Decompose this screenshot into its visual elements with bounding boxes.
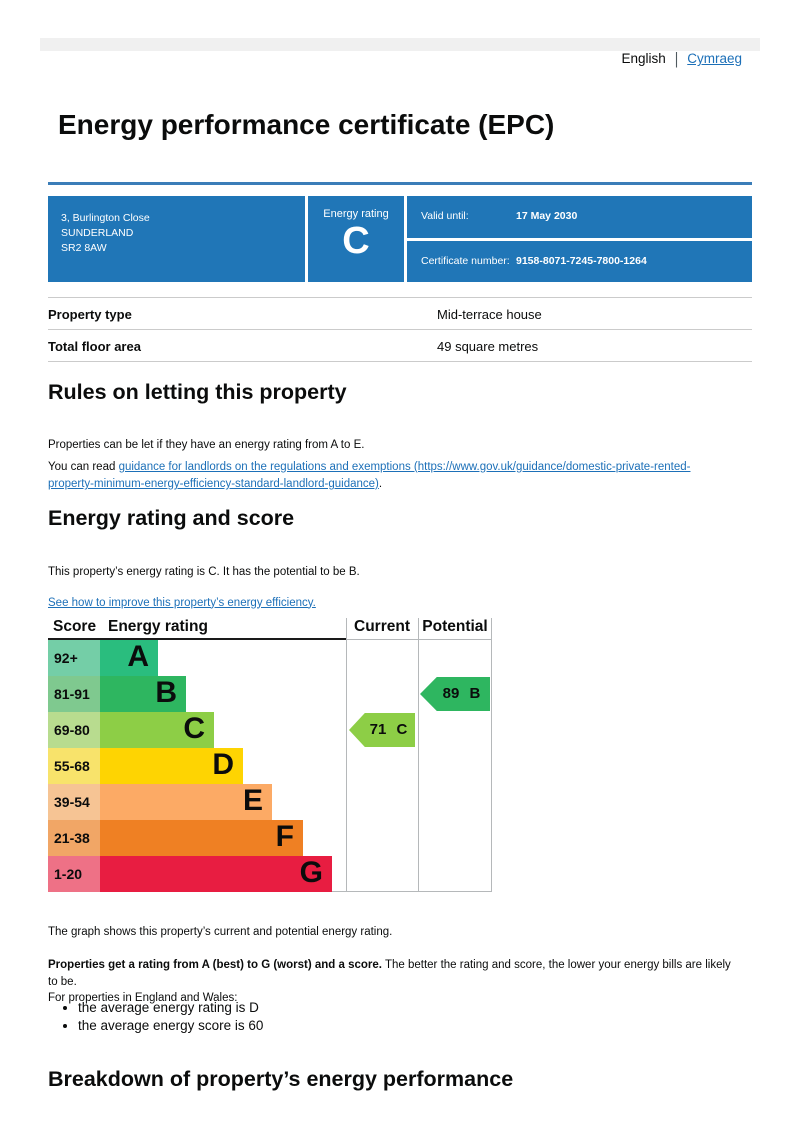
averages-list: the average energy rating is D the avera… — [48, 1000, 758, 1035]
language-current: English — [621, 51, 666, 66]
improve-paragraph: See how to improve this property’s energ… — [48, 595, 736, 613]
top-gray-bar — [40, 38, 760, 51]
epc-score-range: 55-68 — [48, 748, 100, 784]
valid-until-row: Valid until: 17 May 2030 — [407, 196, 752, 238]
epc-band-bar-D: D — [100, 748, 243, 784]
address-line-3: SR2 8AW — [61, 242, 107, 255]
header-underline-right — [346, 639, 492, 640]
floor-area-value: 49 square metres — [437, 339, 539, 354]
page-title: Energy performance certificate (EPC) — [58, 109, 555, 140]
language-link-cymraeg[interactable]: Cymraeg — [687, 51, 742, 66]
chart-caption: The graph shows this property’s current … — [48, 925, 393, 938]
list-item: the average energy score is 60 — [78, 1018, 758, 1035]
rating-heading: Energy rating and score — [48, 506, 295, 530]
epc-band-row-E: 39-54 E — [48, 784, 346, 820]
improve-efficiency-link[interactable]: See how to improve this property’s energ… — [48, 596, 316, 609]
floor-area-label: Total floor area — [48, 339, 141, 354]
property-facts-table: Property type Mid-terrace house Total fl… — [48, 297, 752, 362]
rating-explainer-rest: The better the rating and score, the low… — [48, 958, 731, 989]
property-address: 3, Burlington Close SUNDERLAND SR2 8AW — [48, 196, 305, 282]
current-rating-arrow: 71 C — [349, 713, 415, 747]
landlord-guidance-link[interactable]: guidance for landlords on the regulation… — [48, 460, 691, 491]
title-divider-rule — [48, 182, 752, 185]
header-underline — [48, 638, 346, 640]
epc-band-row-G: 1-20 G — [48, 856, 346, 892]
energy-rating-label: Energy rating — [323, 208, 389, 220]
valid-until-value: 17 May 2030 — [516, 210, 578, 222]
property-type-label: Property type — [48, 307, 132, 322]
language-divider: | — [674, 49, 679, 68]
epc-score-range: 81-91 — [48, 676, 100, 712]
epc-band-bar-E: E — [100, 784, 272, 820]
epc-score-range: 69-80 — [48, 712, 100, 748]
table-row: Property type Mid-terrace house — [48, 297, 752, 329]
property-type-value: Mid-terrace house — [437, 307, 542, 322]
certificate-details: Valid until: 17 May 2030 Certificate num… — [407, 196, 752, 282]
language-switcher: English | Cymraeg — [621, 49, 742, 68]
chart-right-border — [491, 618, 492, 892]
epc-band-row-C: 69-80 C — [48, 712, 346, 748]
rating-explainer-bold: Properties get a rating from A (best) to… — [48, 958, 382, 971]
epc-band-bar-G: G — [100, 856, 332, 892]
epc-band-row-D: 55-68 D — [48, 748, 346, 784]
table-row: Total floor area 49 square metres — [48, 329, 752, 362]
epc-band-bar-C: C — [100, 712, 214, 748]
epc-score-range: 21-38 — [48, 820, 100, 856]
energy-rating-badge: Energy rating C — [308, 196, 404, 282]
epc-score-range: 1-20 — [48, 856, 100, 892]
epc-band-bar-F: F — [100, 820, 303, 856]
score-column-header: Score — [53, 618, 97, 635]
energy-rating-value: C — [342, 220, 370, 262]
guidance-suffix: . — [378, 478, 383, 490]
certificate-summary-banner: 3, Burlington Close SUNDERLAND SR2 8AW E… — [48, 196, 752, 282]
potential-column-divider — [418, 618, 419, 892]
rating-column-header: Energy rating — [108, 618, 208, 635]
list-item: the average energy rating is D — [78, 1000, 758, 1017]
breakdown-heading: Breakdown of property’s energy performan… — [48, 1067, 514, 1091]
epc-band-row-B: 81-91 B — [48, 676, 346, 712]
certificate-number-value: 9158-8071-7245-7800-1264 — [516, 254, 647, 267]
rating-summary-paragraph: This property’s energy rating is C. It h… — [48, 565, 360, 578]
current-column-header: Current — [354, 618, 410, 635]
certificate-number-row: Certificate number: 9158-8071-7245-7800-… — [407, 240, 752, 282]
certificate-number-label: Certificate number: — [421, 254, 510, 267]
epc-score-range: 39-54 — [48, 784, 100, 820]
epc-chart-rows: 92+ A 81-91 B 69-80 C 55-68 D 39-54 E 21-38 F 1-20 G — [48, 640, 346, 892]
potential-rating-arrow: 89 B — [420, 677, 490, 711]
rules-heading: Rules on letting this property — [48, 380, 347, 404]
rating-explainer: Properties get a rating from A (best) to… — [48, 957, 736, 992]
address-line-1: 3, Burlington Close — [61, 212, 150, 224]
epc-band-row-A: 92+ A — [48, 640, 346, 676]
guidance-paragraph: You can read guidance for landlords on t… — [48, 459, 736, 494]
epc-band-bar-A: A — [100, 640, 158, 676]
address-line-2: SUNDERLAND — [61, 227, 134, 240]
epc-chart-header: Score Energy rating Current Potential — [48, 618, 492, 640]
epc-score-range: 92+ — [48, 640, 100, 676]
potential-column-header: Potential — [422, 618, 488, 635]
epc-rating-chart: Score Energy rating Current Potential 92… — [48, 618, 492, 892]
epc-band-bar-B: B — [100, 676, 186, 712]
valid-until-label: Valid until: — [421, 210, 469, 222]
current-column-divider — [346, 618, 347, 892]
rules-paragraph: Properties can be let if they have an en… — [48, 438, 365, 451]
guidance-prefix: You can read — [48, 460, 119, 473]
for-properties-line: For properties in England and Wales: — [48, 991, 238, 1004]
epc-band-row-F: 21-38 F — [48, 820, 346, 856]
